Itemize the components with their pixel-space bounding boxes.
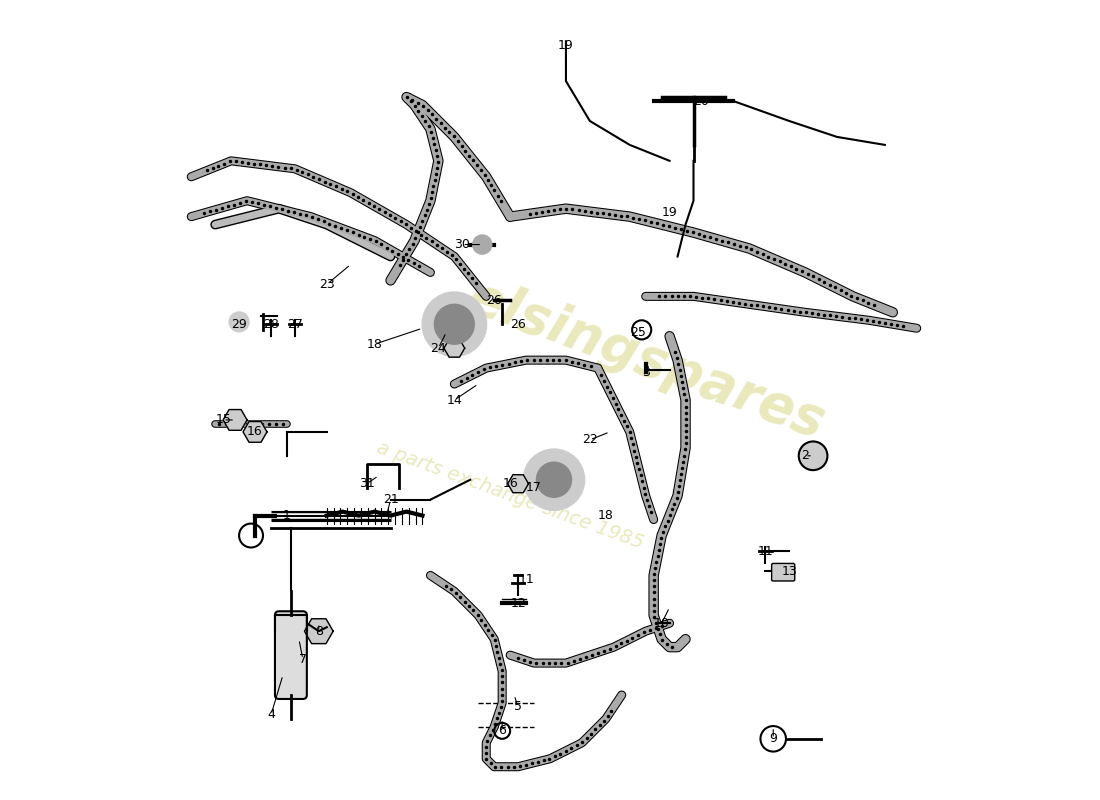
Text: 18: 18 <box>598 509 614 522</box>
Text: 31: 31 <box>359 478 374 490</box>
Text: 16: 16 <box>503 478 518 490</box>
Text: 7: 7 <box>299 653 307 666</box>
Circle shape <box>537 462 572 498</box>
Text: 21: 21 <box>383 493 398 506</box>
FancyBboxPatch shape <box>275 611 307 699</box>
Text: 14: 14 <box>447 394 462 406</box>
Text: 17: 17 <box>526 481 542 494</box>
Text: 4: 4 <box>267 709 275 722</box>
Polygon shape <box>305 618 333 644</box>
Text: 1: 1 <box>283 509 290 522</box>
Polygon shape <box>508 474 528 493</box>
Text: a parts exchange since 1985: a parts exchange since 1985 <box>374 438 646 553</box>
Text: 11: 11 <box>518 573 534 586</box>
FancyBboxPatch shape <box>771 563 794 581</box>
Text: 6: 6 <box>498 724 506 738</box>
Text: 23: 23 <box>319 278 334 291</box>
Polygon shape <box>444 339 464 357</box>
Text: 15: 15 <box>216 414 231 426</box>
Text: 19: 19 <box>558 38 574 52</box>
Text: 29: 29 <box>231 318 248 330</box>
Text: 16: 16 <box>248 426 263 438</box>
Text: 20: 20 <box>693 94 710 107</box>
Text: 26: 26 <box>510 318 526 330</box>
Text: 27: 27 <box>287 318 303 330</box>
Polygon shape <box>243 422 267 442</box>
Text: 18: 18 <box>366 338 383 350</box>
Text: 2: 2 <box>801 450 808 462</box>
Text: 30: 30 <box>454 238 470 251</box>
Text: elsingspares: elsingspares <box>460 271 832 449</box>
Circle shape <box>799 442 827 470</box>
Text: 26: 26 <box>486 294 502 307</box>
Text: 5: 5 <box>514 701 522 714</box>
Circle shape <box>473 235 492 254</box>
Text: 22: 22 <box>582 434 597 446</box>
Polygon shape <box>223 410 248 430</box>
Text: 10: 10 <box>653 617 670 630</box>
Text: 13: 13 <box>781 565 798 578</box>
Text: 28: 28 <box>263 318 279 330</box>
Text: 3: 3 <box>641 366 650 378</box>
Circle shape <box>524 450 584 510</box>
Text: 12: 12 <box>510 597 526 610</box>
Circle shape <box>422 292 486 356</box>
Text: 11: 11 <box>758 545 773 558</box>
Text: 25: 25 <box>630 326 646 338</box>
Circle shape <box>434 304 474 344</box>
Circle shape <box>230 312 249 331</box>
Text: 24: 24 <box>430 342 447 354</box>
Text: 9: 9 <box>769 732 778 746</box>
Text: 19: 19 <box>662 206 678 219</box>
Text: 8: 8 <box>315 625 322 638</box>
